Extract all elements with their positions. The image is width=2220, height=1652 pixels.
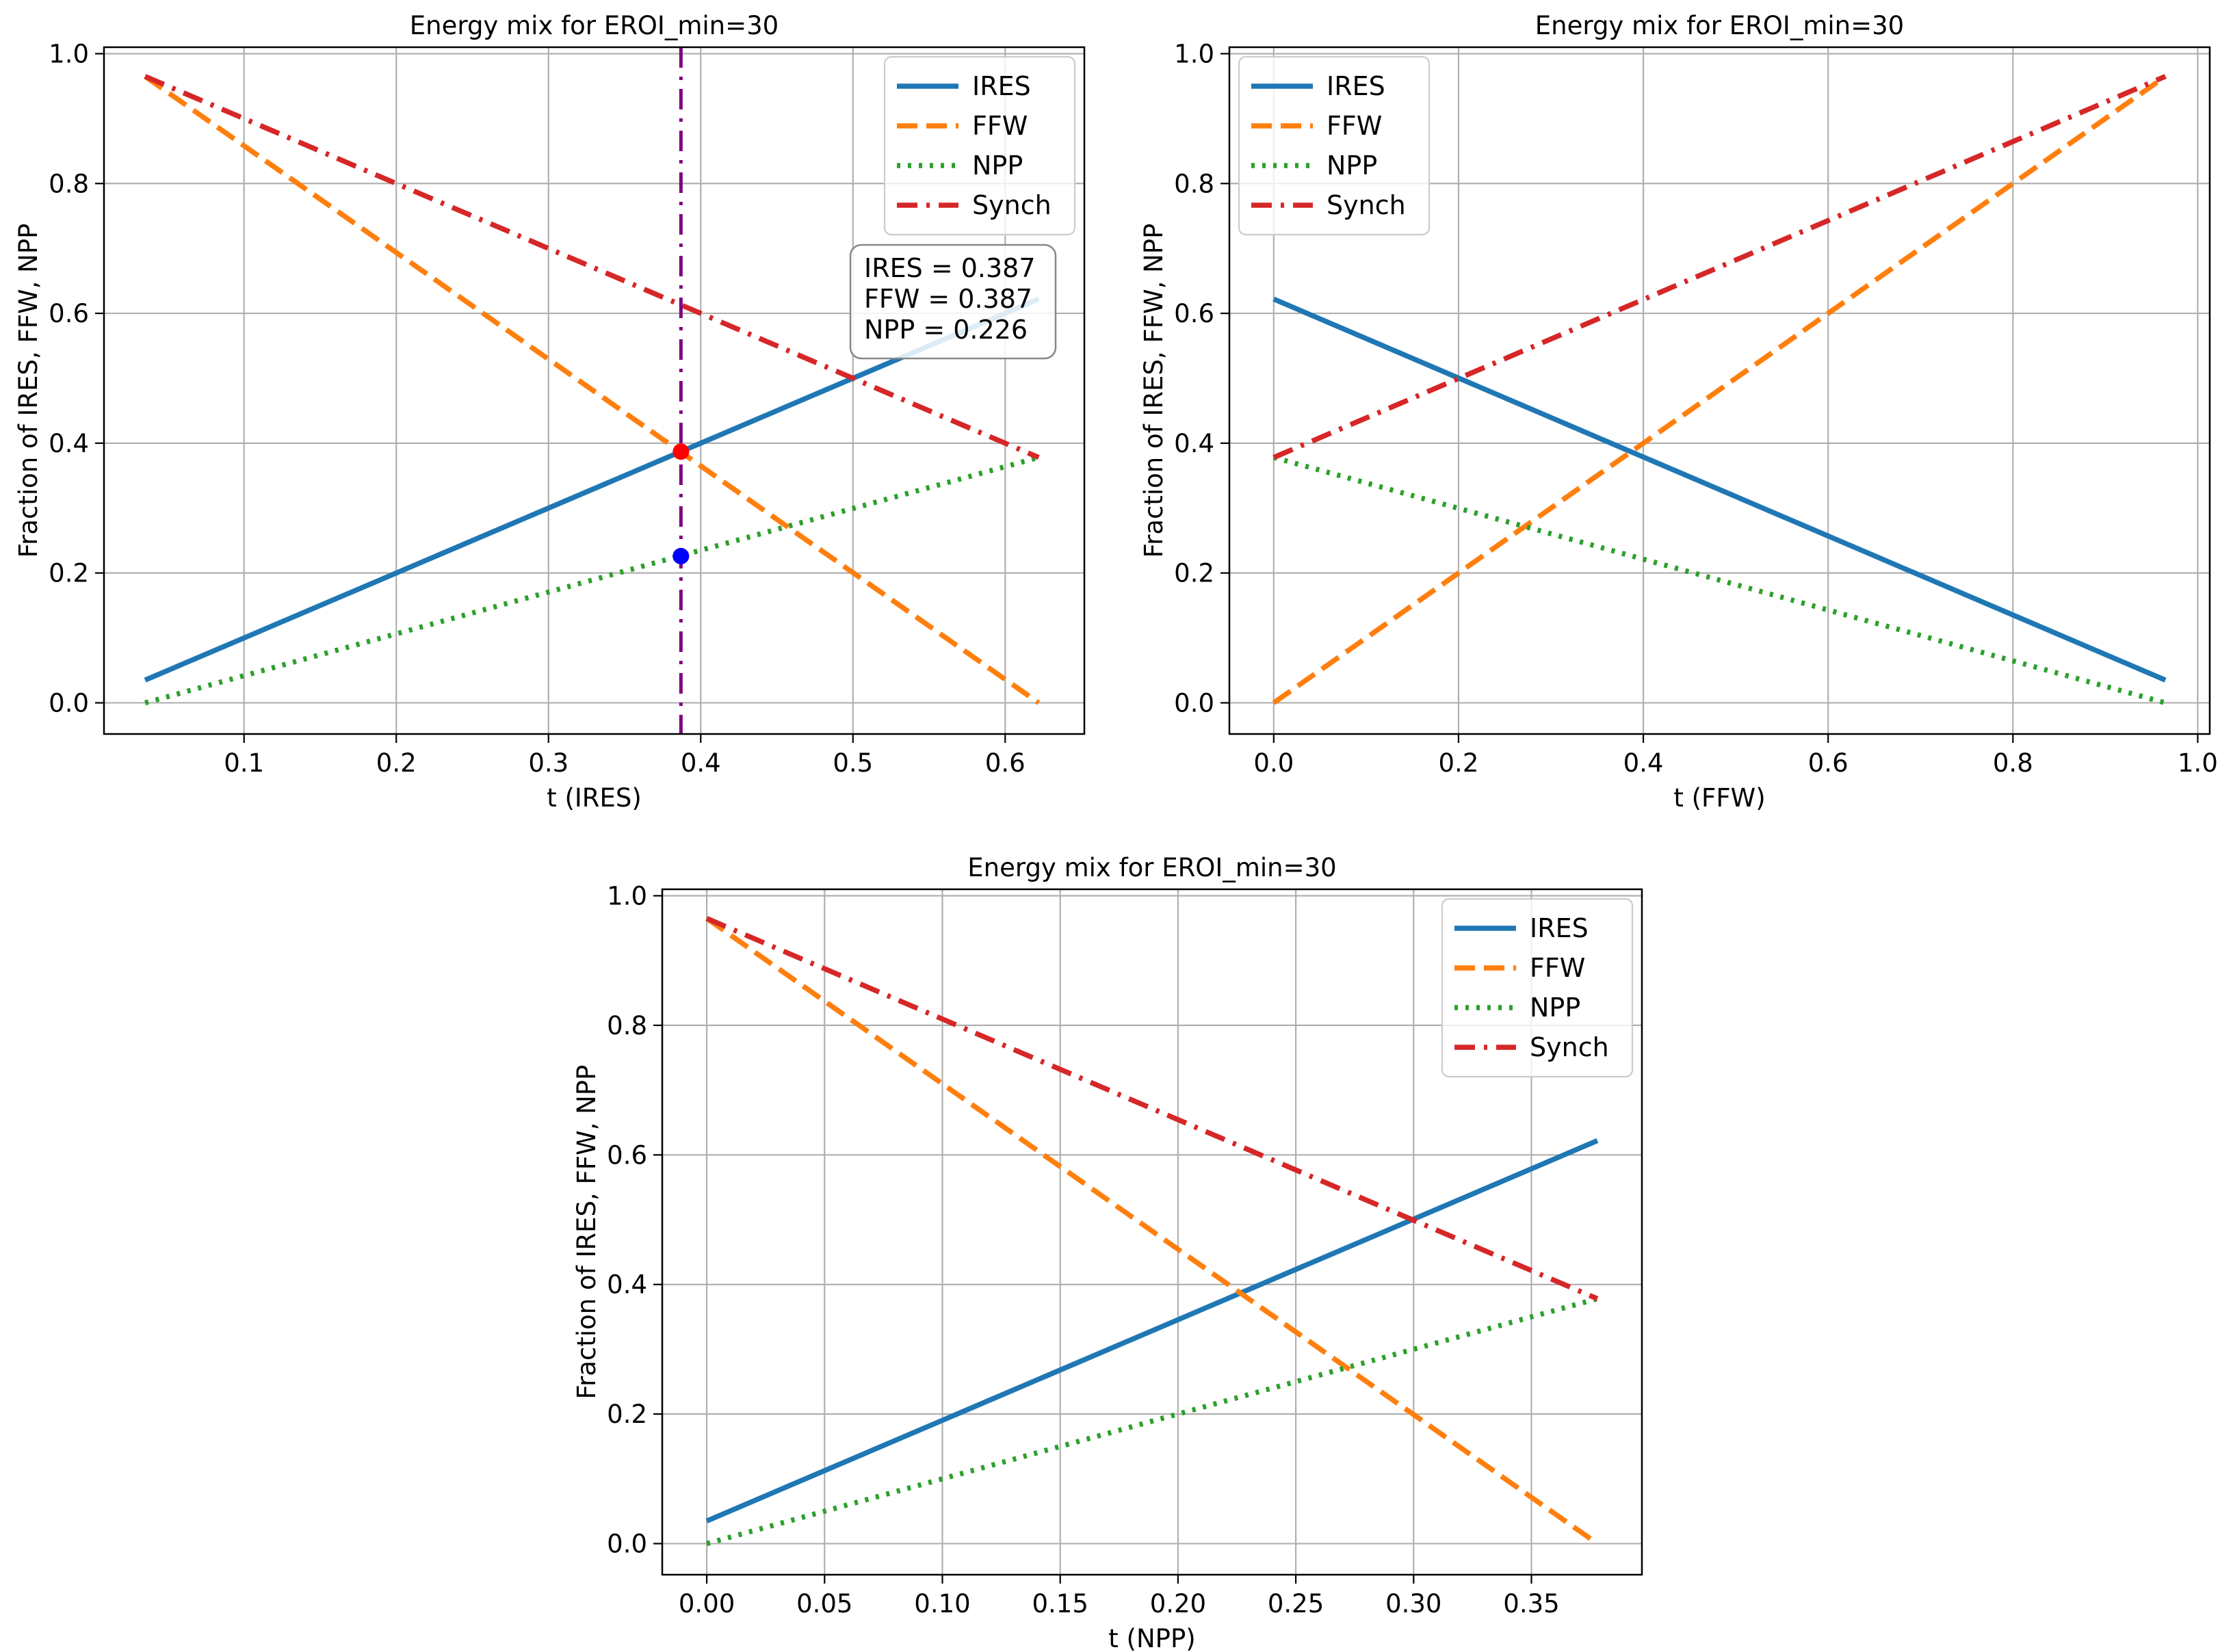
series-line-ffw [143,74,1041,705]
plot-frame [1228,46,2211,735]
y-axis-label: Fraction of IRES, FFW, NPP [1139,224,1168,558]
series-line-synch [144,74,1040,460]
series-line-npp [706,1296,1598,1547]
y-tick-label: 0.4 [49,429,89,458]
y-tick-label: 0.6 [49,299,89,328]
ires-ffw-point-marker [672,443,690,460]
series-line-npp [144,455,1040,706]
panel-npp: 0.00 0.05 0.10 0.15 0.20 0.25 0.30 0.35 0.0 0.2 0.… [572,853,1643,1652]
legend-label-npp: NPP [1530,993,1580,1023]
y-tick-label: 0.6 [607,1140,647,1170]
y-tick-label: 1.0 [1174,39,1214,68]
x-tick-label: 0.20 [1150,1589,1206,1618]
x-tick-label: 0.1 [224,748,264,778]
x-tick-label: 1.0 [2178,748,2218,778]
panel-ires: 0.1 0.2 0.3 0.4 0.5 0.6 0.0 0.2 0.4 0.6 0.8 1.0 Ener… [14,11,1086,813]
legend-box [1441,897,1634,1078]
annotation-box [849,244,1057,360]
y-tick-label: 0.0 [49,688,89,718]
series-line-ires [1272,296,2167,683]
x-tick-label: 0.05 [796,1589,852,1618]
x-tick-label: 0.5 [833,748,873,778]
legend-label-npp: NPP [972,150,1023,181]
series-line-ffw [1272,74,2167,705]
series-line-ires [705,1138,1599,1523]
legend-label-synch: Synch [1530,1032,1609,1062]
y-tick-label: 0.0 [607,1530,647,1559]
legend-label-ffw: FFW [972,111,1028,141]
x-tick-label: 0.30 [1385,1589,1441,1618]
y-axis-label: Fraction of IRES, FFW, NPP [14,224,43,558]
x-tick-label: 0.25 [1268,1589,1324,1618]
series-group [705,916,1599,1547]
legend: IRES FFW NPP Synch [883,55,1076,236]
legend-label-ires: IRES [972,71,1031,101]
chart-title: Energy mix for EROI_min=30 [967,853,1336,882]
x-tick-label: 0.3 [528,748,569,778]
x-tick-label: 0.6 [1808,748,1849,778]
legend-label-ffw: FFW [1530,953,1585,983]
series-line-synch [1272,74,2167,460]
annotation-line: IRES = 0.387 [864,253,1036,283]
x-tick-label: 0.4 [1623,748,1664,778]
annotation-line: NPP = 0.226 [864,315,1028,345]
y-tick-label: 0.2 [49,559,89,588]
legend-box [883,55,1076,236]
x-axis-label: t (NPP) [1108,1624,1195,1652]
x-tick-label: 0.0 [1253,748,1294,778]
npp-point-marker [672,547,690,564]
x-tick-label: 0.8 [1993,748,2033,778]
legend-label-ires: IRES [1327,71,1385,101]
x-tick-label: 0.2 [1439,748,1479,778]
y-tick-label: 0.8 [1174,169,1214,198]
legend-label-npp: NPP [1327,150,1377,181]
x-tick-label: 0.35 [1503,1589,1559,1618]
x-tick-label: 0.4 [681,748,721,778]
legend-box [1238,55,1431,236]
y-axis-label: Fraction of IRES, FFW, NPP [572,1065,601,1400]
x-tick-label: 0.10 [914,1589,970,1618]
y-tick-label: 0.2 [607,1400,647,1429]
legend-label-ffw: FFW [1327,111,1382,141]
y-tick-label: 0.4 [607,1270,647,1300]
legend-label-synch: Synch [972,190,1052,220]
legend-label-synch: Synch [1327,190,1406,220]
y-tick-label: 0.0 [1174,688,1214,718]
y-tick-label: 0.2 [1174,559,1214,588]
x-axis-label: t (IRES) [547,783,642,813]
plot-frame [661,888,1643,1576]
series-line-ffw [705,916,1599,1546]
legend-label-ires: IRES [1530,913,1589,943]
y-tick-label: 0.8 [49,169,89,198]
x-tick-label: 0.6 [985,748,1026,778]
series-line-synch [705,916,1599,1301]
plot-frame [103,46,1086,735]
chart-title: Energy mix for EROI_min=30 [1535,11,1904,40]
y-tick-label: 0.8 [607,1011,647,1040]
y-tick-label: 0.4 [1174,429,1214,458]
x-tick-label: 0.2 [376,748,417,778]
y-tick-label: 1.0 [49,39,89,68]
panel-ffw: 0.0 0.2 0.4 0.6 0.8 1.0 0.0 0.2 0.4 0.6 0.8 1.0 Ener… [1139,11,2218,813]
legend: IRES FFW NPP Synch [1238,55,1431,236]
series-group [143,47,1041,734]
series-line-ires [144,296,1040,683]
x-axis-label: t (FFW) [1673,783,1765,813]
legend: IRES FFW NPP Synch [1441,897,1634,1078]
y-tick-label: 1.0 [607,881,647,910]
x-tick-label: 0.00 [679,1589,735,1618]
chart-title: Energy mix for EROI_min=30 [410,11,779,40]
series-group [1272,74,2167,706]
x-tick-label: 0.15 [1032,1589,1088,1618]
y-tick-label: 0.6 [1174,299,1214,328]
series-line-npp [1272,455,2167,706]
annotation-line: FFW = 0.387 [864,284,1032,314]
